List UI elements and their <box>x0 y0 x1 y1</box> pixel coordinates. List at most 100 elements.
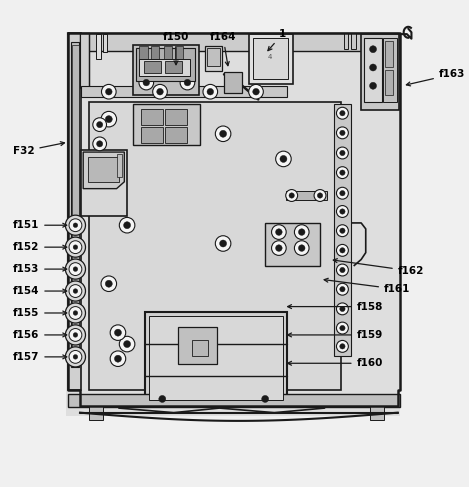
Text: f156: f156 <box>13 330 67 340</box>
Circle shape <box>336 107 348 119</box>
Circle shape <box>340 209 345 214</box>
Circle shape <box>215 126 231 142</box>
Circle shape <box>340 306 345 312</box>
Bar <box>175 46 183 59</box>
Circle shape <box>69 307 82 319</box>
Circle shape <box>340 111 345 116</box>
Circle shape <box>336 187 348 199</box>
Circle shape <box>119 337 135 352</box>
Circle shape <box>262 395 269 402</box>
Bar <box>139 59 190 76</box>
Bar <box>383 38 397 102</box>
Bar <box>385 41 393 67</box>
Circle shape <box>340 130 345 135</box>
Circle shape <box>69 241 82 254</box>
Circle shape <box>97 141 103 147</box>
Circle shape <box>93 137 106 150</box>
Bar <box>253 38 288 79</box>
Circle shape <box>340 344 345 349</box>
Bar <box>68 33 82 390</box>
Bar <box>141 109 163 125</box>
Circle shape <box>65 347 85 367</box>
Bar <box>88 157 119 182</box>
Text: f150: f150 <box>163 32 189 65</box>
Circle shape <box>139 75 154 90</box>
Circle shape <box>124 340 130 348</box>
Circle shape <box>69 219 82 232</box>
Text: 1: 1 <box>268 29 286 51</box>
Circle shape <box>203 84 218 99</box>
Circle shape <box>272 241 286 255</box>
Circle shape <box>119 217 135 233</box>
Circle shape <box>153 84 167 99</box>
Text: f160: f160 <box>287 358 383 368</box>
Bar <box>166 109 188 125</box>
Circle shape <box>69 351 82 363</box>
Circle shape <box>73 355 78 359</box>
Circle shape <box>215 236 231 251</box>
Circle shape <box>73 223 78 227</box>
Text: f154: f154 <box>13 286 67 296</box>
Circle shape <box>154 391 170 407</box>
Circle shape <box>73 289 78 293</box>
Circle shape <box>336 167 348 179</box>
Circle shape <box>143 79 150 86</box>
Circle shape <box>114 355 121 362</box>
Bar <box>103 34 107 53</box>
Circle shape <box>370 46 377 53</box>
Bar <box>371 406 384 420</box>
Text: F32: F32 <box>13 142 64 156</box>
Circle shape <box>93 118 106 131</box>
Circle shape <box>318 193 323 198</box>
Circle shape <box>65 303 85 323</box>
Circle shape <box>106 89 112 95</box>
Circle shape <box>336 322 348 334</box>
Bar <box>144 61 161 74</box>
Circle shape <box>184 79 191 86</box>
Circle shape <box>336 127 348 139</box>
Circle shape <box>219 131 227 137</box>
Circle shape <box>249 84 263 99</box>
Text: f159: f159 <box>287 330 383 340</box>
Circle shape <box>73 267 78 271</box>
Bar <box>96 34 101 59</box>
Circle shape <box>159 395 166 402</box>
Circle shape <box>106 280 112 287</box>
Polygon shape <box>83 152 124 188</box>
Bar <box>351 33 356 49</box>
Bar <box>68 394 400 407</box>
Circle shape <box>219 240 227 247</box>
Circle shape <box>336 340 348 352</box>
Bar <box>139 46 148 59</box>
Circle shape <box>73 333 78 337</box>
Circle shape <box>157 89 163 95</box>
Circle shape <box>101 276 117 292</box>
Bar <box>165 61 182 74</box>
Circle shape <box>110 351 126 367</box>
Bar <box>334 104 351 356</box>
Circle shape <box>276 151 291 167</box>
Circle shape <box>365 41 381 57</box>
Bar <box>72 45 79 365</box>
Circle shape <box>65 259 85 279</box>
Circle shape <box>298 245 305 251</box>
Circle shape <box>340 190 345 196</box>
Circle shape <box>314 189 326 202</box>
Bar <box>166 127 188 143</box>
Circle shape <box>280 155 287 163</box>
Bar <box>82 150 127 216</box>
Circle shape <box>253 89 259 95</box>
Text: f151: f151 <box>13 220 67 230</box>
Circle shape <box>276 245 282 251</box>
Bar <box>151 46 159 59</box>
Circle shape <box>336 244 348 256</box>
Circle shape <box>257 391 273 407</box>
Circle shape <box>295 241 309 255</box>
Bar <box>265 223 320 266</box>
Circle shape <box>295 225 309 240</box>
Circle shape <box>340 150 345 156</box>
Text: 4: 4 <box>267 54 272 60</box>
Circle shape <box>272 225 286 240</box>
Text: f152: f152 <box>13 242 67 252</box>
Circle shape <box>340 228 345 233</box>
